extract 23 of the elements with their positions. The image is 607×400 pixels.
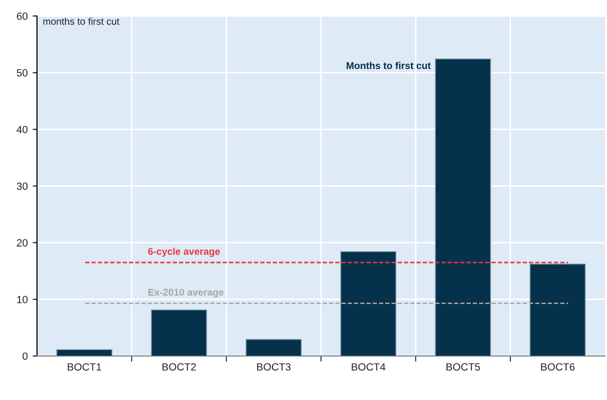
y-tick-label: 50 [16, 69, 28, 77]
bar [435, 58, 491, 356]
x-tick-label: BOCT3 [257, 363, 291, 371]
y-tick-label: 10 [17, 296, 28, 304]
ref-line-label: Ex-2010 average [148, 288, 224, 298]
ref-line-label: 6-cycle average [148, 248, 220, 257]
x-tick-label: BOCT2 [162, 363, 196, 371]
bar [246, 339, 302, 356]
x-tick-label: BOCT5 [446, 363, 480, 371]
y-tick-label: 40 [16, 126, 28, 134]
bar [151, 310, 207, 356]
bar [340, 251, 396, 356]
y-tick-label: 60 [16, 12, 28, 20]
y-axis-title: months to first cut [43, 18, 120, 25]
x-tick-label: BOCT4 [352, 363, 386, 371]
bar [530, 264, 586, 356]
x-tick-label: BOCT6 [541, 363, 575, 371]
y-tick-label: 30 [16, 182, 28, 190]
y-tick-label: 20 [16, 239, 28, 247]
series-label: Months to first cut [346, 62, 431, 70]
bar [56, 349, 112, 356]
y-tick-label: 0 [22, 352, 28, 360]
x-tick-label: BOCT1 [68, 363, 102, 371]
